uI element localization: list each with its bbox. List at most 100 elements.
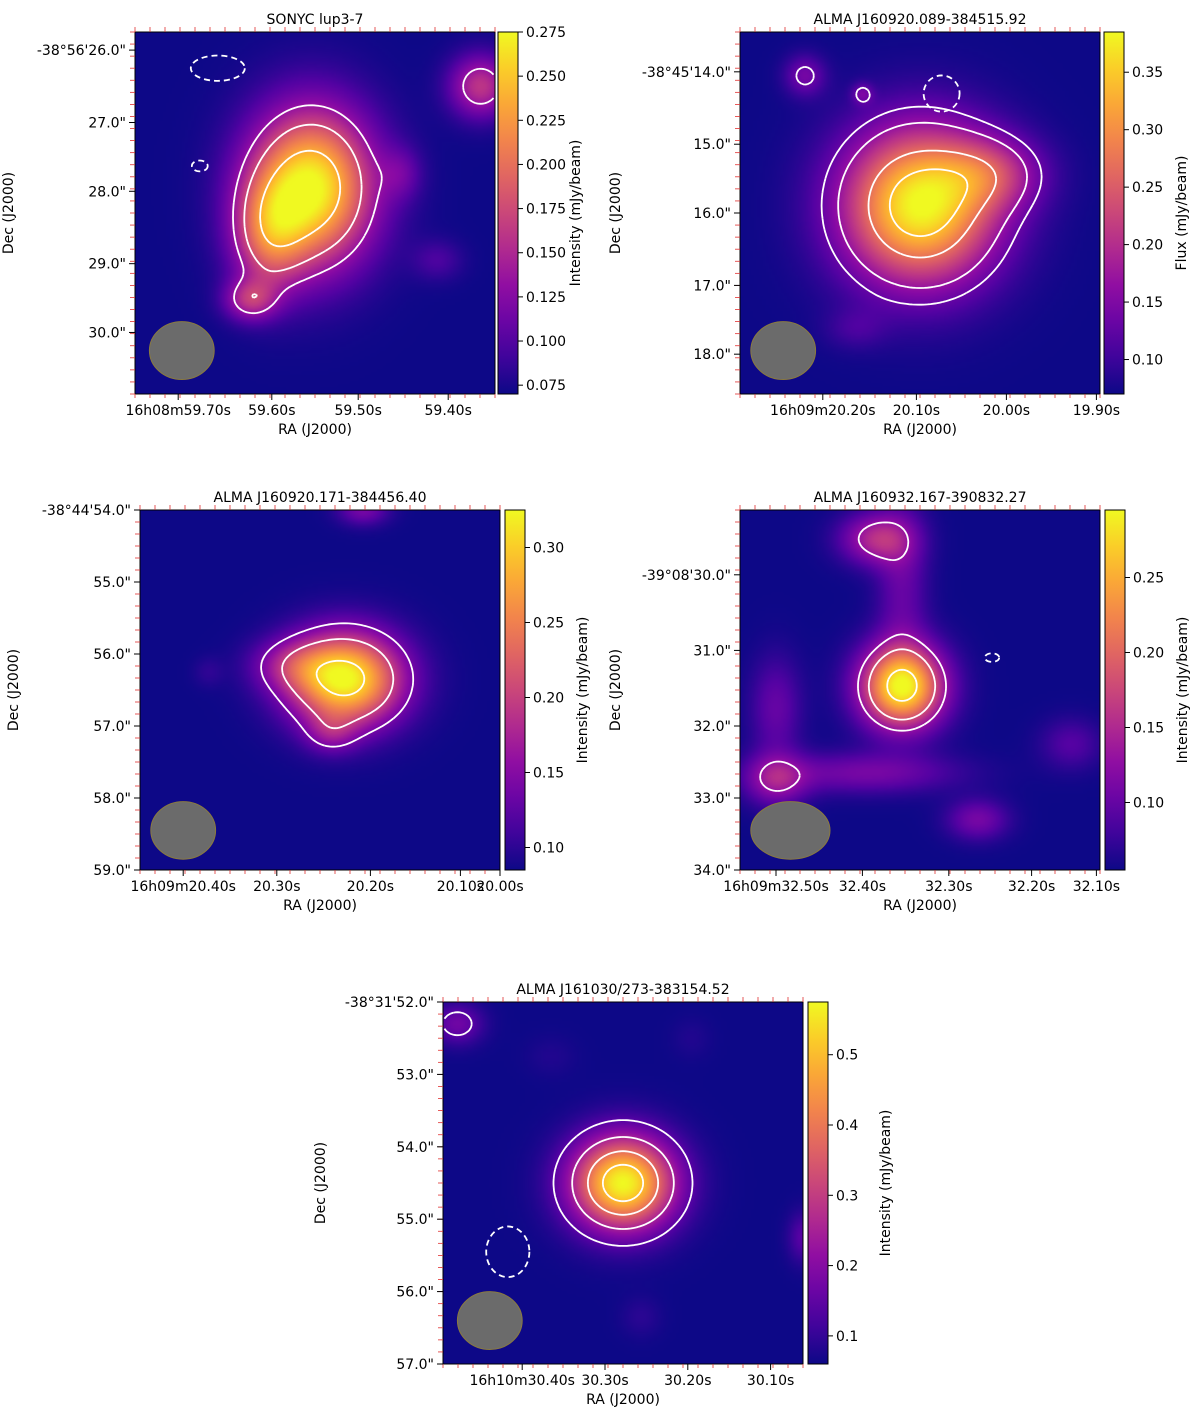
plot-area xyxy=(740,510,1100,870)
x-axis-label: RA (J2000) xyxy=(883,898,957,914)
x-tick-label: 32.10s xyxy=(1073,879,1120,895)
contour-line xyxy=(886,668,918,702)
y-tick-label: 29.0" xyxy=(88,257,126,273)
colorbar-tick-label: 0.30 xyxy=(1132,123,1163,139)
x-tick-label: 16h09m32.50s xyxy=(723,879,829,895)
x-tick-label: 16h09m20.20s xyxy=(770,403,876,419)
y-tick-label: -38°31'52.0" xyxy=(345,995,434,1011)
colorbar xyxy=(497,31,519,395)
y-tick-label: 57.0" xyxy=(396,1357,434,1373)
contour-line xyxy=(281,638,395,730)
colorbar-tick-label: 0.10 xyxy=(1133,796,1164,812)
colorbar-tick-label: 0.3 xyxy=(836,1188,858,1204)
y-tick-label: 17.0" xyxy=(693,278,731,294)
colorbar-tick-label: 0.4 xyxy=(836,1118,858,1134)
y-tick-label: -38°44'54.0" xyxy=(42,503,131,519)
beam-ellipse xyxy=(150,801,217,860)
y-tick-label: -39°08'30.0" xyxy=(642,568,731,584)
colorbar-tick-label: 0.175 xyxy=(526,202,566,218)
colorbar-tick-label: 0.100 xyxy=(526,334,566,350)
colorbar-tick-label: 0.10 xyxy=(533,841,564,857)
contour-line xyxy=(867,149,997,259)
panel-title: ALMA J160920.171-384456.40 xyxy=(214,490,427,506)
y-tick-label: 55.0" xyxy=(93,575,131,591)
colorbar-tick-label: 0.225 xyxy=(526,113,566,129)
colorbar-tick-label: 0.075 xyxy=(526,378,566,394)
contour-line xyxy=(602,1163,644,1203)
x-axis-label: RA (J2000) xyxy=(278,422,352,438)
y-tick-label: 57.0" xyxy=(93,719,131,735)
colorbar-tick-label: 0.200 xyxy=(526,157,566,173)
x-tick-label: 59.60s xyxy=(248,403,295,419)
colorbar-tick-label: 0.25 xyxy=(533,616,564,632)
y-tick-label: 31.0" xyxy=(693,643,731,659)
y-tick-label: 54.0" xyxy=(396,1140,434,1156)
panel-4: ALMA J160932.167-390832.27 16h09m32.50s 32… xyxy=(608,490,1191,914)
y-tick-label: 56.0" xyxy=(396,1285,434,1301)
y-tick-label: -38°56'26.0" xyxy=(37,43,126,59)
contour-line xyxy=(232,67,495,315)
panel-title: ALMA J160932.167-390832.27 xyxy=(814,490,1027,506)
x-tick-label: 20.10s xyxy=(893,403,940,419)
colorbar xyxy=(807,1001,829,1365)
colorbar-tick-label: 0.25 xyxy=(1133,571,1164,587)
colorbar-label: Intensity (mJy/beam) xyxy=(575,617,591,764)
x-tick-label: 16h08m59.70s xyxy=(125,403,231,419)
x-tick-label: 20.00s xyxy=(476,879,523,895)
y-tick-label: 28.0" xyxy=(88,184,126,200)
beam-ellipse xyxy=(456,1291,523,1351)
colorbar-tick-label: 0.250 xyxy=(526,69,566,85)
panel-1: SONYC lup3-7 16h08m59.70s 59.60s 59.50s 59.4… xyxy=(1,12,584,438)
beam-ellipse xyxy=(750,801,831,860)
x-tick-label: 20.20s xyxy=(347,879,394,895)
y-axis-label: Dec (J2000) xyxy=(1,172,17,254)
colorbar-tick-label: 0.15 xyxy=(1132,295,1163,311)
y-tick-label: 56.0" xyxy=(93,647,131,663)
y-tick-label: -38°45'14.0" xyxy=(642,65,731,81)
negative-contour xyxy=(189,54,246,82)
x-axis-label: RA (J2000) xyxy=(883,422,957,438)
beam-ellipse xyxy=(750,321,817,381)
x-tick-label: 30.10s xyxy=(747,1373,794,1389)
contour-line xyxy=(795,66,1043,306)
x-axis-label: RA (J2000) xyxy=(283,898,357,914)
panel-title: ALMA J161030/273-383154.52 xyxy=(516,982,729,998)
colorbar-label: Intensity (mJy/beam) xyxy=(1175,617,1191,764)
y-tick-label: 58.0" xyxy=(93,791,131,807)
y-tick-label: 59.0" xyxy=(93,863,131,879)
colorbar-tick-label: 0.125 xyxy=(526,290,566,306)
colorbar-tick-label: 0.20 xyxy=(533,691,564,707)
colorbar xyxy=(1104,509,1126,871)
contour-line xyxy=(260,622,415,748)
y-tick-label: 15.0" xyxy=(693,137,731,153)
x-tick-label: 16h10m30.40s xyxy=(469,1373,575,1389)
y-tick-label: 16.0" xyxy=(693,206,731,222)
x-tick-label: 32.40s xyxy=(839,879,886,895)
x-tick-label: 30.20s xyxy=(664,1373,711,1389)
contour-line xyxy=(571,1136,675,1230)
colorbar-tick-label: 0.20 xyxy=(1132,238,1163,254)
x-tick-label: 20.00s xyxy=(983,403,1030,419)
colorbar-tick-label: 0.35 xyxy=(1132,65,1163,81)
x-tick-label: 32.30s xyxy=(925,879,972,895)
y-tick-label: 55.0" xyxy=(396,1212,434,1228)
negative-contour xyxy=(922,74,961,113)
plot-area xyxy=(140,510,500,870)
panel-title: ALMA J160920.089-384515.92 xyxy=(814,12,1027,28)
panel-2: ALMA J160920.089-384515.92 16h09m20.20s 20… xyxy=(608,12,1190,438)
negative-contour xyxy=(983,652,1001,663)
colorbar xyxy=(1103,31,1125,395)
contour-line xyxy=(243,123,363,299)
x-axis-label: RA (J2000) xyxy=(586,1392,660,1408)
contour-line xyxy=(759,521,947,792)
x-tick-label: 59.50s xyxy=(335,403,382,419)
colorbar-tick-label: 0.15 xyxy=(1133,721,1164,737)
x-tick-label: 16h09m20.40s xyxy=(130,879,236,895)
negative-contour xyxy=(485,1225,531,1279)
colorbar-label: Intensity (mJy/beam) xyxy=(568,140,584,287)
colorbar xyxy=(504,509,526,871)
y-tick-label: 18.0" xyxy=(693,347,731,363)
colorbar-tick-label: 0.10 xyxy=(1132,353,1163,369)
x-tick-label: 32.20s xyxy=(1008,879,1055,895)
y-tick-label: 33.0" xyxy=(693,791,731,807)
